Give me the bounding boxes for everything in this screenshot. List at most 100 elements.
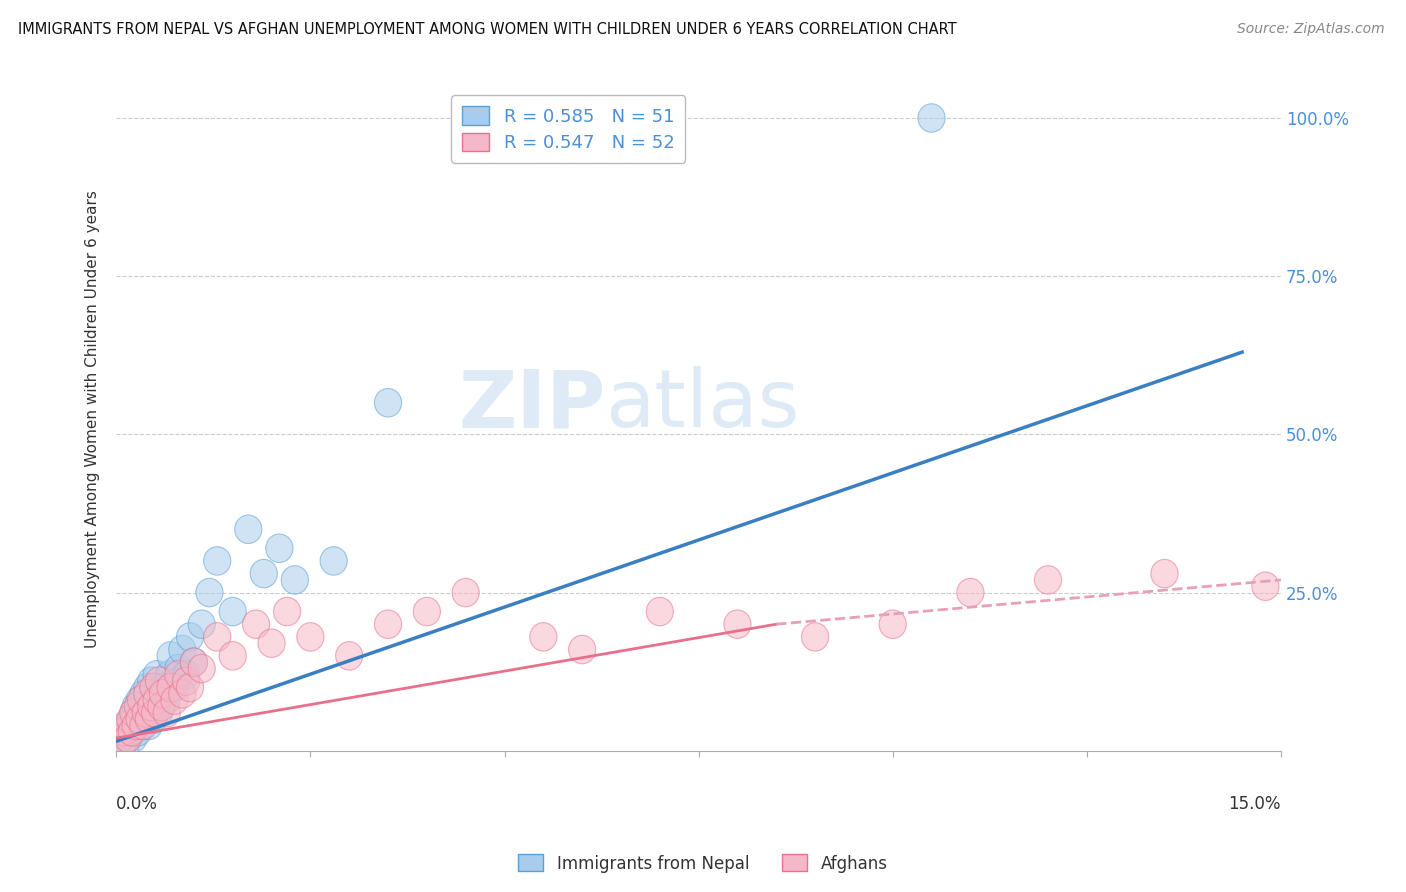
Ellipse shape [117,705,143,733]
Ellipse shape [156,661,183,690]
Ellipse shape [128,711,155,739]
Ellipse shape [165,661,193,690]
Ellipse shape [132,698,159,727]
Ellipse shape [195,578,224,607]
Ellipse shape [114,724,142,752]
Ellipse shape [530,623,557,651]
Ellipse shape [122,692,149,721]
Ellipse shape [160,686,188,714]
Ellipse shape [157,673,184,702]
Ellipse shape [647,598,673,626]
Ellipse shape [724,610,751,639]
Ellipse shape [127,705,153,733]
Ellipse shape [145,667,173,696]
Ellipse shape [169,680,195,708]
Ellipse shape [114,711,142,739]
Ellipse shape [1251,572,1279,600]
Ellipse shape [219,641,246,670]
Text: ZIP: ZIP [458,367,606,444]
Text: 0.0%: 0.0% [117,795,157,814]
Ellipse shape [149,673,176,702]
Ellipse shape [148,692,174,721]
Ellipse shape [142,686,169,714]
Ellipse shape [274,598,301,626]
Ellipse shape [176,673,204,702]
Ellipse shape [180,648,208,676]
Ellipse shape [1152,559,1178,588]
Ellipse shape [122,711,149,739]
Ellipse shape [132,705,159,733]
Ellipse shape [266,534,292,563]
Ellipse shape [107,731,134,759]
Ellipse shape [143,686,170,714]
Ellipse shape [188,654,215,682]
Ellipse shape [297,623,323,651]
Ellipse shape [176,623,204,651]
Ellipse shape [568,635,596,664]
Ellipse shape [127,686,153,714]
Ellipse shape [108,731,136,759]
Ellipse shape [160,673,188,702]
Ellipse shape [153,698,180,727]
Ellipse shape [117,717,143,746]
Ellipse shape [257,629,285,657]
Ellipse shape [111,717,138,746]
Ellipse shape [1035,566,1062,594]
Ellipse shape [281,566,308,594]
Ellipse shape [129,680,157,708]
Legend: Immigrants from Nepal, Afghans: Immigrants from Nepal, Afghans [512,847,894,880]
Ellipse shape [142,698,169,727]
Ellipse shape [957,578,984,607]
Text: IMMIGRANTS FROM NEPAL VS AFGHAN UNEMPLOYMENT AMONG WOMEN WITH CHILDREN UNDER 6 Y: IMMIGRANTS FROM NEPAL VS AFGHAN UNEMPLOY… [18,22,957,37]
Ellipse shape [114,724,142,752]
Ellipse shape [145,680,173,708]
Ellipse shape [145,698,173,727]
Ellipse shape [879,610,907,639]
Ellipse shape [153,686,180,714]
Ellipse shape [112,711,139,739]
Ellipse shape [122,711,149,739]
Ellipse shape [134,692,160,721]
Ellipse shape [374,610,402,639]
Ellipse shape [165,654,193,682]
Ellipse shape [134,673,160,702]
Ellipse shape [129,698,157,727]
Ellipse shape [128,686,155,714]
Ellipse shape [138,667,165,696]
Ellipse shape [135,705,163,733]
Ellipse shape [135,711,163,739]
Ellipse shape [127,705,153,733]
Ellipse shape [108,724,136,752]
Y-axis label: Unemployment Among Women with Children Under 6 years: Unemployment Among Women with Children U… [86,190,100,648]
Ellipse shape [129,711,157,739]
Ellipse shape [801,623,828,651]
Ellipse shape [148,692,174,721]
Ellipse shape [124,692,152,721]
Ellipse shape [112,731,139,759]
Ellipse shape [918,103,945,132]
Ellipse shape [107,724,134,752]
Ellipse shape [120,698,148,727]
Legend: R = 0.585   N = 51, R = 0.547   N = 52: R = 0.585 N = 51, R = 0.547 N = 52 [451,95,685,163]
Text: 15.0%: 15.0% [1229,795,1281,814]
Ellipse shape [157,641,184,670]
Ellipse shape [138,692,165,721]
Ellipse shape [141,673,167,702]
Ellipse shape [118,717,145,746]
Ellipse shape [180,648,208,676]
Ellipse shape [219,598,246,626]
Ellipse shape [453,578,479,607]
Ellipse shape [111,717,138,746]
Ellipse shape [124,717,152,746]
Text: Source: ZipAtlas.com: Source: ZipAtlas.com [1237,22,1385,37]
Ellipse shape [173,661,200,690]
Ellipse shape [120,724,148,752]
Text: atlas: atlas [606,367,800,444]
Ellipse shape [374,389,402,417]
Ellipse shape [235,515,262,543]
Ellipse shape [188,610,215,639]
Ellipse shape [204,547,231,575]
Ellipse shape [141,705,167,733]
Ellipse shape [143,661,170,690]
Ellipse shape [138,698,165,727]
